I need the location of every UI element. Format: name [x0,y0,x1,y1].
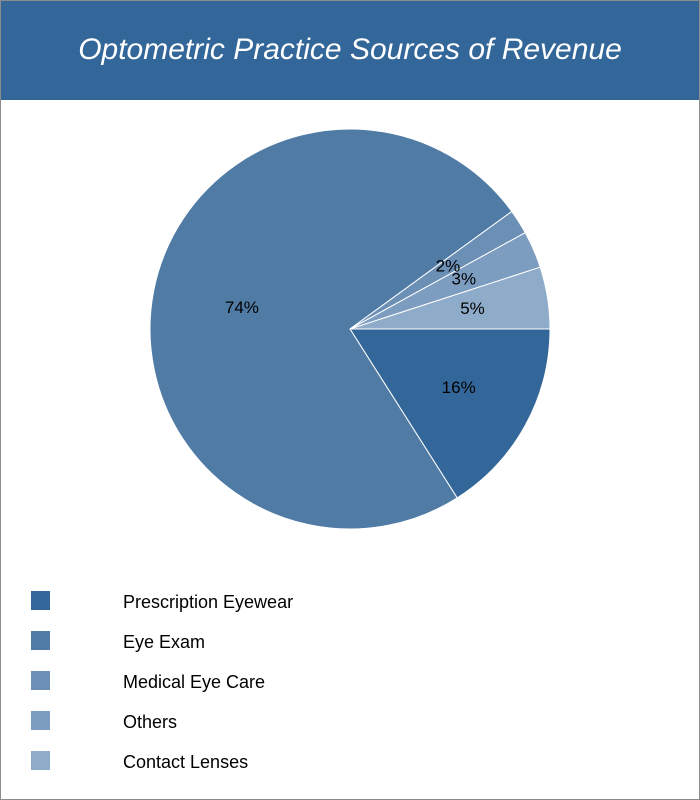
legend-swatch [31,631,50,650]
slice-label-others: 3% [452,269,477,288]
legend-label: Contact Lenses [123,752,249,772]
legend-swatch [31,671,50,690]
pie-slice-prescription-eyewear [349,328,551,499]
legend-label: Medical Eye Care [123,672,266,692]
pie-slice-eye-exam [149,128,513,530]
slice-label-prescription-eyewear: 16% [442,378,476,397]
pie-chart: 16% 74% 2%3% 5% [149,128,551,530]
legend-swatch [31,751,50,770]
chart-title: Optometric Practice Sources of Revenue [78,33,622,66]
pie-slice-contact-lenses [349,266,551,330]
chart-header: Optometric Practice Sources of Revenue [1,1,699,100]
legend-label: Prescription Eyewear [123,592,294,612]
legend-swatch [31,711,50,730]
slice-label-medical-eye-care: 2% [436,256,461,275]
slice-label-contact-lenses: 5% [460,299,485,318]
slice-label-eye-exam: 74% [225,298,259,317]
legend-label: Others [123,712,178,732]
legend-label: Eye Exam [123,632,206,652]
legend-swatch [31,591,50,610]
